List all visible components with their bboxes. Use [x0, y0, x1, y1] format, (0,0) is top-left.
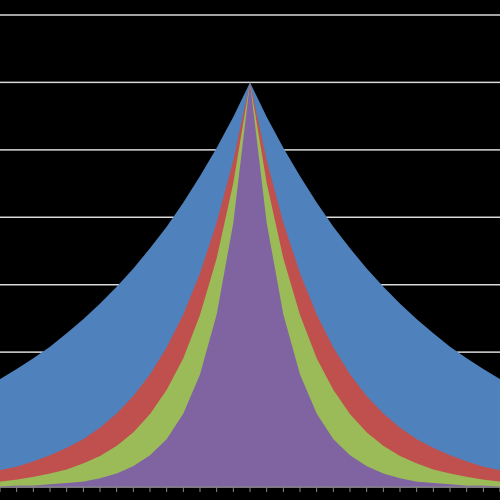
- area: [0, 82, 500, 487]
